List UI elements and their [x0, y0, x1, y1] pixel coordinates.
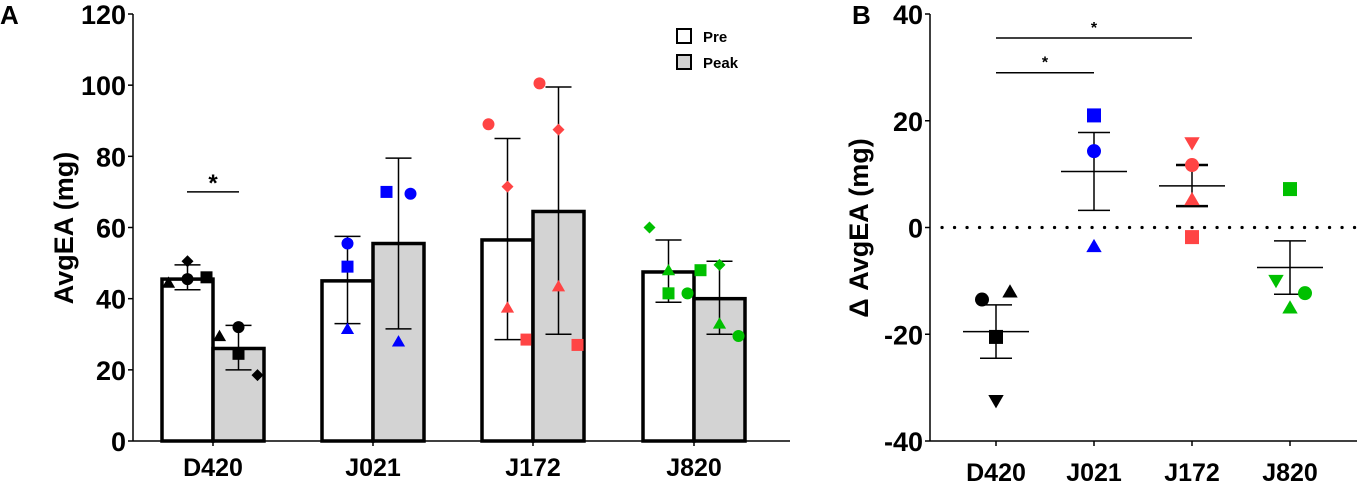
x-tick-label: J021: [345, 454, 401, 482]
y-tick-label: 0: [908, 214, 923, 244]
data-point-diamond: [181, 255, 194, 268]
data-point-triangle: [161, 276, 176, 288]
significance-star: *: [208, 170, 218, 197]
legend-swatch-pre: [676, 28, 692, 44]
data-point-square: [380, 185, 393, 198]
data-point-square: [341, 260, 354, 273]
data-point-square: [989, 329, 1003, 344]
data-point-square: [662, 287, 675, 300]
x-tick-label: J172: [505, 454, 561, 482]
y-tick-label: -20: [884, 320, 923, 350]
data-point-square: [200, 271, 213, 284]
data-point-circle: [341, 237, 354, 250]
data-point-triangle: [500, 301, 515, 313]
data-point-triangle: [661, 263, 676, 276]
y-tick-label: 20: [893, 107, 923, 137]
data-point-diamond: [643, 221, 656, 234]
x-tick-label: D420: [183, 454, 243, 482]
data-point-square: [1087, 108, 1101, 123]
data-point-square: [694, 264, 707, 277]
data-point-circle: [1087, 144, 1101, 159]
legend-label-pre: Pre: [703, 29, 727, 46]
data-point-triangle: [1002, 284, 1018, 298]
significance-star: *: [1042, 55, 1049, 72]
data-point-diamond: [501, 180, 514, 193]
y-tick-label: 120: [81, 0, 126, 30]
y-tick-label: 60: [96, 214, 126, 244]
panel-b-y-axis-title: Δ AvgEA (mg): [844, 138, 874, 317]
significance-star: *: [1091, 20, 1098, 37]
data-point-triangle: [1184, 191, 1200, 206]
data-point-square: [232, 347, 245, 360]
data-point-circle: [533, 77, 546, 90]
data-point-circle: [681, 287, 694, 300]
data-point-triangle: [712, 317, 727, 329]
data-point-circle: [1185, 158, 1199, 173]
data-point-triangle-down: [988, 395, 1004, 409]
y-tick-label: 20: [96, 356, 126, 386]
x-tick-label: D420: [966, 459, 1026, 485]
data-point-triangle: [1086, 238, 1102, 253]
data-point-circle: [975, 292, 989, 307]
data-point-triangle: [212, 329, 227, 342]
data-point-circle: [1298, 286, 1312, 301]
data-point-triangle: [340, 322, 355, 335]
data-point-square: [571, 338, 584, 351]
data-point-square: [520, 333, 533, 346]
data-point-circle: [482, 118, 495, 131]
panel-a-y-axis-title: AvgEA (mg): [49, 152, 79, 305]
x-tick-label: J820: [666, 454, 722, 482]
x-tick-label: J172: [1164, 459, 1220, 485]
legend-swatch-peak: [676, 54, 692, 70]
data-point-circle: [404, 187, 417, 200]
y-tick-label: 40: [893, 0, 923, 30]
data-point-triangle-down: [1184, 137, 1200, 151]
data-point-circle: [732, 330, 745, 343]
data-point-diamond: [552, 123, 565, 136]
data-point-triangle-down: [1268, 274, 1284, 289]
data-point-triangle: [551, 279, 566, 292]
panel-b-letter: B: [852, 0, 871, 30]
y-tick-label: 40: [96, 285, 126, 315]
x-tick-label: J820: [1262, 459, 1318, 485]
y-tick-label: -40: [884, 427, 923, 457]
data-point-diamond: [713, 258, 726, 271]
y-tick-label: 100: [81, 71, 126, 101]
bar-pre-d420: [160, 277, 215, 443]
legend: Pre Peak: [676, 28, 739, 72]
data-point-circle: [232, 321, 245, 334]
data-point-triangle: [1282, 300, 1298, 314]
panel-a-chart: 0 20 40 60 80 100 120 D420 J021 J172 J820 * Pre Peak: [81, 0, 790, 482]
data-point-triangle: [391, 335, 406, 347]
legend-label-peak: Peak: [703, 55, 739, 72]
data-point-square: [1185, 230, 1199, 245]
y-tick-label: 80: [96, 142, 126, 172]
panel-a-letter: A: [0, 0, 19, 30]
y-tick-label: 0: [111, 427, 126, 457]
x-tick-label: J021: [1066, 459, 1122, 485]
data-point-square: [1283, 182, 1297, 197]
panel-b-chart: -40 -20 0 20 40 D420 J021 J172 J820 * *: [884, 0, 1357, 485]
data-point-diamond: [251, 369, 264, 382]
data-point-circle: [181, 273, 194, 286]
